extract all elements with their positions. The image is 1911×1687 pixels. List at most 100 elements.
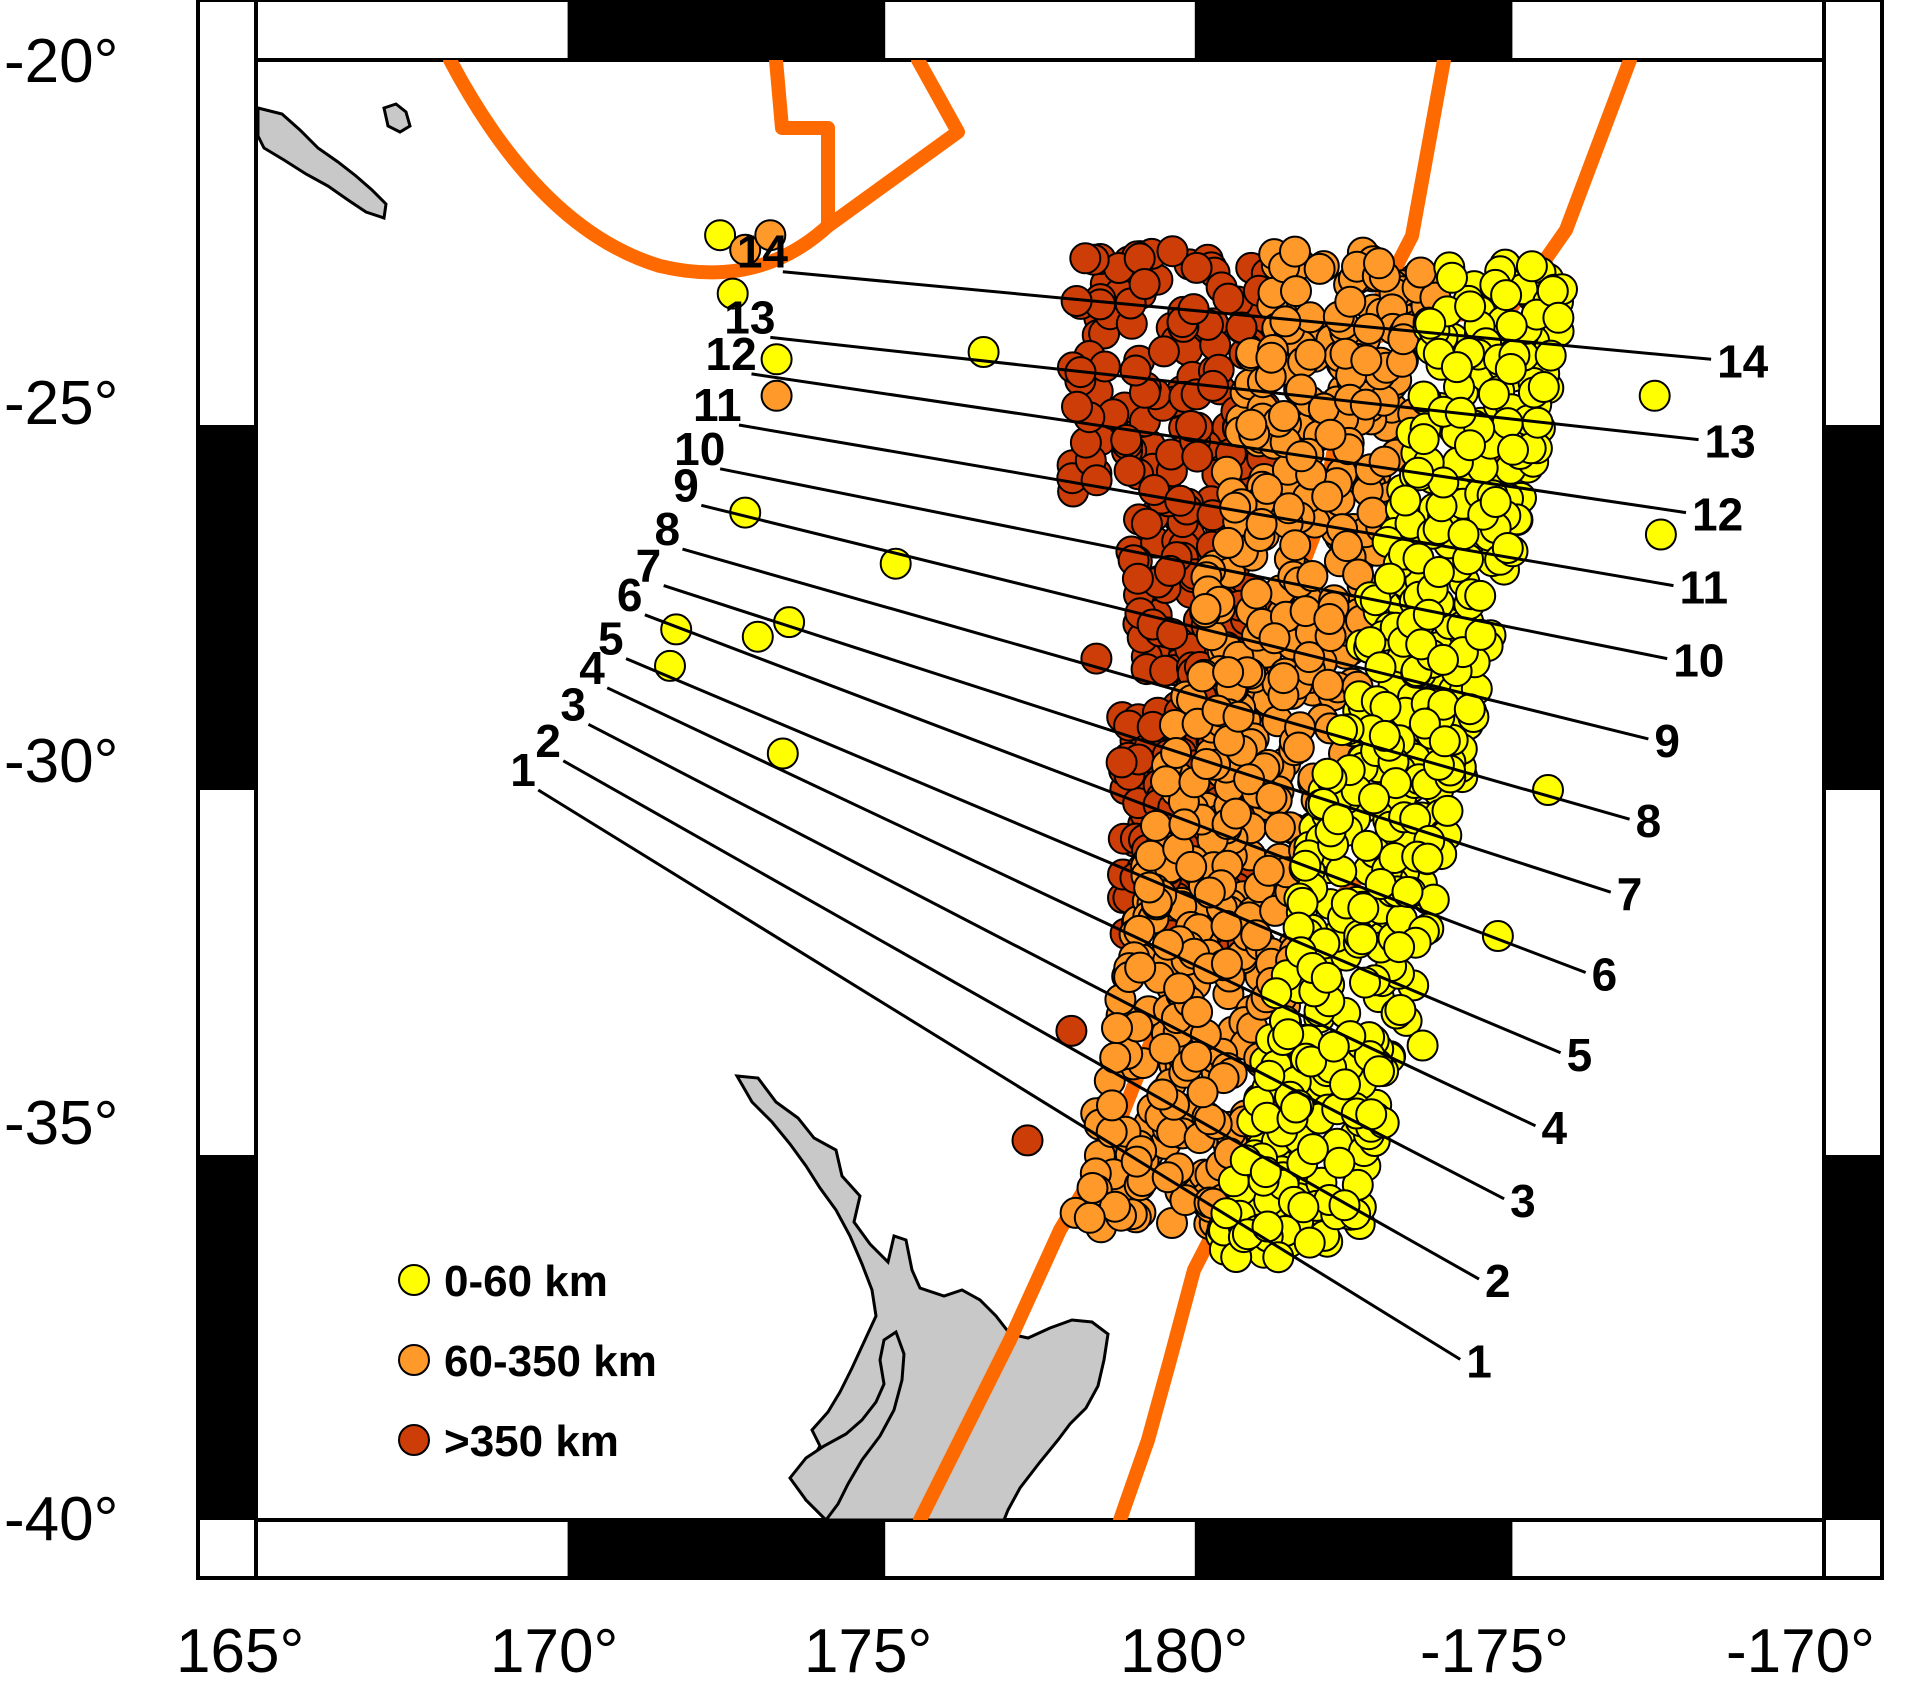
profile-line-3 [587,722,1505,1201]
profile-start-label-2: 2 [535,715,561,767]
profile-line-2 [562,759,1480,1281]
earthquake-dot [1494,353,1527,385]
earthquake-dot [1334,285,1367,318]
profile-start-label-4: 4 [579,642,605,694]
earthquake-dot [1124,951,1157,984]
earthquake-dot [1076,1172,1109,1204]
earthquake-dot [1447,518,1480,551]
frame-bar-right [1824,1155,1882,1520]
profile-start-label-7: 7 [636,540,662,592]
profile-line-7 [663,584,1612,894]
earthquake-dot [1328,1189,1361,1222]
earthquake-dot [1325,855,1358,888]
earthquake-dot [1363,247,1395,280]
earthquake-dot [1527,371,1560,403]
y-axis-labels: -20° -25° -30° -35° -40° [4,27,118,1554]
earthquake-dot [1140,809,1172,842]
earthquake-dot [1477,378,1510,411]
north-island-west-lobe [788,1329,906,1520]
profile-end-label-11: 11 [1679,562,1728,614]
earthquake-dot [1128,268,1161,300]
earthquake-dot [1120,1145,1153,1178]
earthquake-dot [1311,480,1344,513]
earthquake-dot [1296,1133,1329,1166]
earthquake-dot [766,737,799,770]
y-tick-label: -30° [4,727,118,796]
earthquake-dot [1314,418,1347,451]
earthquake-dot [1121,562,1154,595]
earthquake-dot [1303,252,1336,285]
earthquake-dot [1296,560,1329,592]
profile-start-label-11: 11 [693,379,742,431]
north-island-new-zealand [734,1074,1110,1520]
earthquake-dot [1408,707,1441,740]
earthquake-dot [1404,256,1437,289]
earthquake-dot [1212,282,1245,315]
earthquake-dot [1391,875,1424,908]
earthquake-dot [1282,731,1315,764]
earthquake-dot [1134,839,1167,872]
land [256,102,1110,1520]
earthquake-dot [1268,400,1300,432]
earthquake-dot [1147,335,1180,368]
profile-end-label-7: 7 [1617,868,1643,920]
earthquake-dot [1311,757,1344,790]
earthquake-dot [1491,407,1524,440]
earthquake-dot [1251,1210,1284,1243]
earthquake-dot [1212,526,1244,559]
earthquake-dot [1190,748,1223,780]
new-caledonia-island [256,106,388,220]
profile-end-label-2: 2 [1485,1255,1511,1307]
earthquake-dot [716,277,749,310]
earthquake-dot [1156,1116,1189,1149]
earthquake-dot [760,343,793,376]
earthquake-dot [1255,341,1288,374]
profile-start-label-10: 10 [674,423,725,475]
earthquake-dot [1279,529,1312,562]
profile-line-11 [738,423,1674,588]
earthquake-dot [1350,344,1383,377]
earthquake-dot [729,233,762,266]
frame-bar-top [1196,0,1511,60]
earthquake-dot [1428,725,1461,758]
profile-line-8 [682,547,1630,821]
earthquake-dot [1368,445,1401,478]
earthquake-dot [1249,1156,1282,1189]
earthquake-dot [1272,492,1305,525]
earthquake-dot [1427,643,1459,676]
y-tick-label: -25° [4,369,118,438]
earthquake-dot [741,620,774,653]
earthquake-dot [1644,518,1677,551]
earthquake-dot [1181,440,1214,473]
earthquake-dot [1349,966,1381,999]
y-tick-label: -20° [4,27,118,96]
profile-end-label-14: 14 [1717,335,1769,387]
earthquake-dot [1515,250,1548,283]
earthquake-dot [1490,279,1523,312]
earthquake-dot [1101,1012,1133,1045]
earthquake-dot [1073,1201,1106,1234]
earthquake-dot [1011,1124,1044,1157]
earthquake-dot [1329,1068,1361,1101]
x-tick-label: 170° [490,1617,618,1686]
profile-end-label-9: 9 [1654,715,1680,767]
earthquake-dot [1235,408,1268,441]
earthquake-dot [1280,275,1312,308]
earthquake-dot [1220,797,1252,830]
x-axis-labels: 165° 170° 175° 180° -175° -170° [176,1617,1875,1686]
earthquake-dot [754,219,787,252]
earthquake-dot [1638,379,1671,412]
profile-line-6 [644,613,1587,974]
earthquake-dot [1294,338,1327,371]
earthquake-dot [1080,464,1113,497]
earthquake-dot [1110,424,1143,456]
earthquake-dot [1440,351,1473,384]
frame-bar-top [569,0,884,60]
earthquake-dot [1534,339,1567,372]
earthquake-dot [1310,961,1343,994]
profile-end-label-6: 6 [1592,949,1618,1001]
earthquake-dot [1263,811,1296,844]
earthquake-dot [1412,598,1445,631]
profile-end-label-3: 3 [1510,1175,1536,1227]
frame-bar-right [1824,425,1882,790]
